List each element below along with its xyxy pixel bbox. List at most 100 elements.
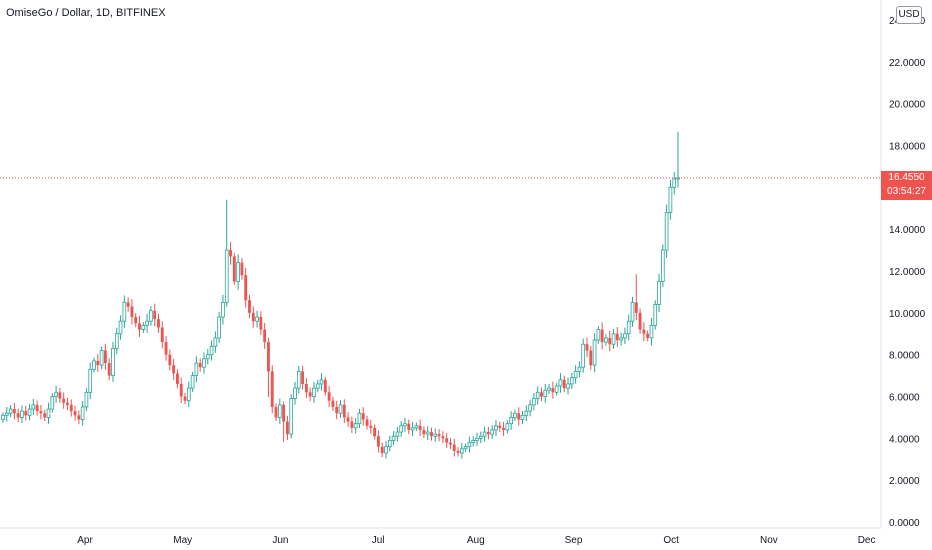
candle-down	[58, 392, 62, 399]
time-tick-label: Dec	[858, 535, 876, 546]
candle-down	[376, 436, 380, 447]
candle-up	[202, 358, 206, 368]
candle-up	[505, 423, 510, 431]
candle-up	[509, 417, 513, 425]
candle-up	[50, 396, 55, 410]
candle-down	[69, 404, 73, 412]
candle-up	[535, 391, 540, 399]
candle-down	[66, 402, 69, 405]
candle-down	[346, 417, 350, 422]
candle-up	[122, 301, 127, 322]
candle-up	[577, 366, 582, 372]
candle-up	[221, 301, 225, 318]
candle-up	[664, 212, 669, 251]
candle-down	[285, 421, 289, 435]
candle-up	[99, 350, 104, 366]
candle-down	[589, 350, 593, 366]
time-tick-label: Oct	[663, 535, 679, 546]
candle-up	[395, 431, 400, 437]
candle-up	[463, 446, 468, 450]
candle-up	[289, 398, 294, 435]
candle-down	[498, 425, 502, 428]
candle-down	[600, 329, 604, 343]
candle-down	[107, 363, 111, 376]
candle-up	[626, 320, 631, 335]
candle-down	[585, 344, 589, 351]
candle-up	[672, 178, 677, 188]
candle-down	[164, 342, 168, 355]
candle-up	[630, 301, 635, 322]
candle-up	[4, 412, 9, 416]
candle-down	[134, 317, 138, 324]
candle-down	[350, 421, 354, 428]
price-tick-label: 6.0000	[889, 393, 920, 404]
time-tick-label: Nov	[760, 535, 778, 546]
currency-button[interactable]: USD	[896, 6, 922, 24]
candle-up	[554, 385, 559, 393]
price-tick-label: 14.0000	[889, 225, 926, 236]
candle-up	[205, 354, 210, 360]
candle-down	[73, 411, 77, 416]
candle-up	[186, 387, 191, 402]
candle-down	[157, 319, 160, 328]
candle-up	[224, 249, 229, 303]
candle-up	[194, 362, 199, 376]
candle-down	[441, 436, 445, 439]
candle-up	[255, 316, 259, 322]
candle-down	[229, 250, 232, 257]
candle-up	[296, 370, 301, 389]
candle-up	[543, 389, 548, 397]
candle-up	[92, 360, 96, 370]
candle-up	[278, 404, 282, 418]
candle-up	[581, 343, 586, 368]
candle-down	[486, 432, 490, 435]
candle-up	[668, 186, 673, 213]
candle-down	[365, 419, 369, 426]
candle-down	[274, 406, 278, 418]
candle-down	[304, 383, 308, 393]
candle-up	[353, 423, 358, 429]
candle-up	[190, 375, 195, 389]
time-tick-label: Jun	[272, 535, 288, 546]
candle-up	[604, 337, 608, 343]
candle-up	[547, 387, 551, 391]
symbol-title: OmiseGo / Dollar, 1D, BITFINEX	[6, 7, 166, 19]
candle-down	[248, 300, 251, 313]
candle-down	[153, 310, 157, 320]
candle-up	[410, 427, 415, 431]
candle-down	[282, 404, 286, 422]
candle-up	[653, 304, 658, 326]
candle-down	[168, 354, 172, 366]
price-tick-label: 2.0000	[889, 476, 920, 487]
candle-up	[84, 391, 89, 408]
candle-down	[502, 427, 505, 430]
time-tick-label: May	[173, 535, 192, 546]
candle-down	[646, 333, 650, 338]
candle-up	[27, 408, 32, 416]
candle-down	[373, 427, 377, 437]
candle-down	[126, 302, 130, 307]
candle-down	[24, 411, 28, 416]
candle-up	[384, 446, 388, 454]
countdown-timer: 03:54:27	[887, 186, 926, 197]
candle-down	[244, 275, 248, 301]
candle-up	[513, 412, 517, 418]
candle-up	[149, 310, 153, 322]
candle-up	[478, 435, 483, 439]
candle-down	[96, 360, 100, 366]
candle-down	[130, 306, 134, 318]
last-price-badge: 16.4550 03:54:27	[881, 171, 932, 200]
candle-down	[608, 337, 612, 345]
candle-up	[611, 333, 616, 345]
candle-up	[357, 412, 362, 425]
candle-up	[573, 370, 578, 379]
candle-up	[657, 281, 661, 305]
price-tick-label: 20.0000	[889, 100, 926, 111]
candle-down	[77, 415, 81, 420]
candle-down	[452, 444, 456, 451]
candle-down	[160, 327, 164, 343]
candle-down	[259, 317, 263, 330]
candle-up	[387, 440, 392, 448]
candle-down	[380, 446, 384, 453]
